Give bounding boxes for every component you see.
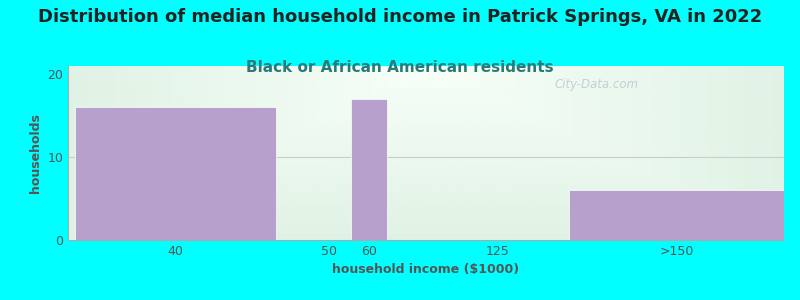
Bar (570, 190, 784, 240)
Bar (75, 107, 276, 240)
Y-axis label: households: households (29, 113, 42, 193)
Bar (351, 99, 386, 240)
X-axis label: household income ($1000): household income ($1000) (333, 263, 519, 276)
Text: Distribution of median household income in Patrick Springs, VA in 2022: Distribution of median household income … (38, 8, 762, 26)
Text: Black or African American residents: Black or African American residents (246, 60, 554, 75)
Text: City-Data.com: City-Data.com (555, 78, 639, 91)
